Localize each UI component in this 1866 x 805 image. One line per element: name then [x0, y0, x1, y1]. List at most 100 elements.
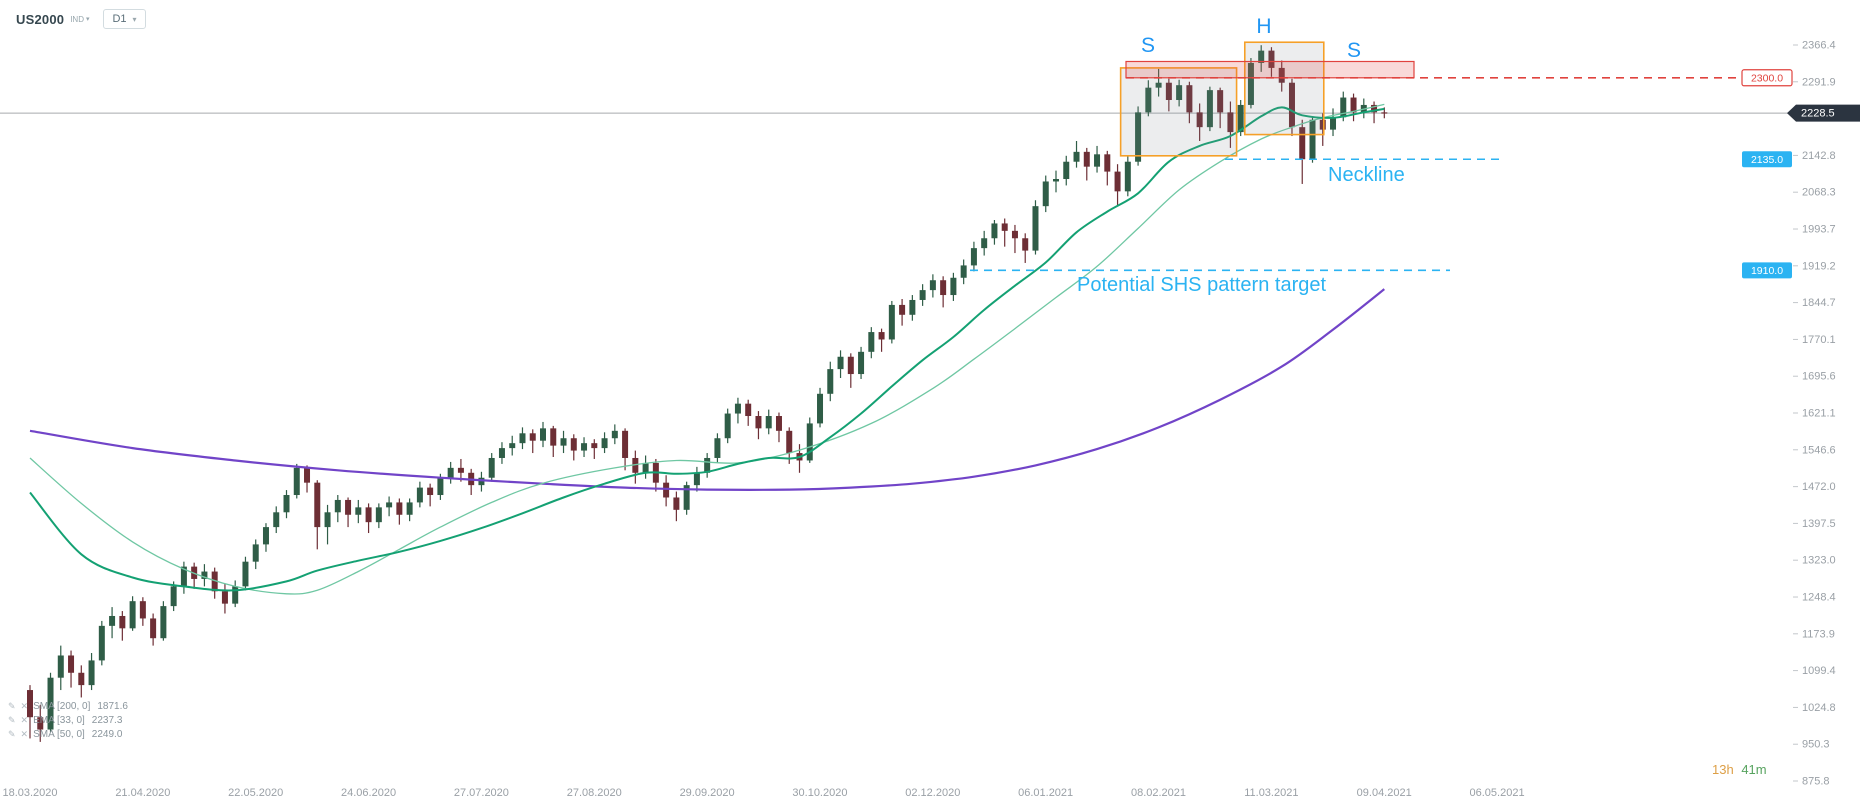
candle — [232, 580, 239, 608]
svg-text:1323.0: 1323.0 — [1802, 555, 1836, 567]
target-label[interactable]: Potential SHS pattern target — [1077, 274, 1326, 296]
candle — [262, 523, 269, 552]
indicator-value: 2249.0 — [91, 729, 123, 740]
pattern-letter[interactable]: H — [1256, 15, 1271, 38]
candle — [693, 466, 700, 492]
symbol-bar: US2000 IND ▾ D1 ▾ — [16, 9, 146, 29]
candle — [119, 611, 126, 641]
candle — [304, 465, 311, 493]
candle — [1042, 175, 1049, 213]
timeframe-dropdown[interactable]: D1 ▾ — [103, 9, 146, 29]
pattern-letter[interactable]: S — [1347, 39, 1361, 62]
svg-text:1472.0: 1472.0 — [1802, 481, 1836, 493]
candle — [868, 327, 875, 359]
price-tag-1910.0: 1910.0 — [1742, 262, 1792, 279]
pattern-letter[interactable]: S — [1141, 34, 1155, 57]
svg-text:950.3: 950.3 — [1802, 739, 1830, 751]
candle — [1278, 60, 1285, 92]
candle — [940, 276, 947, 308]
candle — [714, 433, 721, 463]
candle — [1288, 78, 1295, 137]
candle — [981, 230, 988, 256]
edit-indicator-icon[interactable]: ✎ — [8, 715, 16, 725]
svg-text:1695.6: 1695.6 — [1802, 371, 1836, 383]
svg-text:1397.5: 1397.5 — [1802, 518, 1836, 530]
candle — [591, 439, 598, 459]
neckline-label[interactable]: Neckline — [1328, 164, 1405, 186]
x-axis-labels: 18.03.2020 21.04.2020 22.05.2020 24.06.2020… — [2, 787, 1524, 799]
timeframe-value: D1 — [112, 13, 127, 25]
svg-text:875.8: 875.8 — [1802, 776, 1830, 788]
candle — [1124, 155, 1131, 197]
candle — [765, 409, 772, 435]
candle — [1165, 78, 1172, 112]
candle — [355, 499, 362, 524]
candle — [622, 428, 629, 471]
svg-text:09.04.2021: 09.04.2021 — [1357, 787, 1412, 799]
ema-33-line[interactable] — [29, 106, 1385, 592]
svg-text:11.03.2021: 11.03.2021 — [1244, 787, 1298, 799]
svg-text:2366.4: 2366.4 — [1802, 40, 1836, 52]
left-shoulder-box[interactable] — [1119, 67, 1238, 157]
candle — [919, 284, 926, 306]
svg-text:1546.6: 1546.6 — [1802, 444, 1836, 456]
candle — [283, 490, 290, 519]
candle — [191, 562, 198, 589]
remove-indicator-icon[interactable]: ✕ — [20, 729, 29, 739]
candle-countdown: 13h 41m — [1712, 762, 1767, 777]
candle — [1371, 101, 1378, 124]
candle — [498, 442, 505, 464]
indicator-row: ✎ ✕ SMA [50, 0] 2249.0 — [8, 728, 128, 741]
chevron-down-icon[interactable]: ▾ — [85, 16, 90, 23]
candle — [406, 498, 413, 522]
candle — [817, 387, 824, 428]
candle — [1186, 81, 1193, 124]
candle — [1217, 87, 1224, 129]
edit-indicator-icon[interactable]: ✎ — [8, 729, 16, 739]
svg-text:27.08.2020: 27.08.2020 — [567, 787, 622, 799]
candle — [98, 620, 105, 666]
candle — [88, 653, 95, 691]
svg-text:06.05.2021: 06.05.2021 — [1470, 787, 1525, 799]
remove-indicator-icon[interactable]: ✕ — [20, 715, 29, 725]
svg-text:08.02.2021: 08.02.2021 — [1131, 787, 1186, 799]
candle — [150, 613, 157, 646]
svg-text:2300.0: 2300.0 — [1751, 72, 1783, 84]
indicator-row: ✎ ✕ EMA [33, 0] 2237.3 — [8, 714, 128, 727]
candle — [509, 435, 516, 456]
candle — [314, 480, 321, 550]
candle — [683, 481, 690, 515]
sma-200-line[interactable] — [29, 288, 1385, 491]
svg-text:30.10.2020: 30.10.2020 — [792, 787, 847, 799]
candle — [1247, 58, 1254, 109]
candle — [929, 274, 936, 298]
svg-text:1099.4: 1099.4 — [1802, 665, 1836, 677]
sma-50-line[interactable] — [29, 103, 1385, 595]
remove-indicator-icon[interactable]: ✕ — [20, 701, 29, 711]
candle — [734, 397, 741, 424]
candle — [847, 353, 854, 388]
candle — [1083, 147, 1090, 181]
candle — [345, 497, 352, 528]
candle — [160, 601, 167, 641]
candle — [365, 503, 372, 534]
edit-indicator-icon[interactable]: ✎ — [8, 701, 16, 711]
candle — [529, 429, 536, 454]
svg-text:18.03.2020: 18.03.2020 — [2, 787, 57, 799]
indicator-value: 1871.6 — [97, 701, 128, 712]
svg-text:1993.7: 1993.7 — [1802, 224, 1836, 236]
candle — [950, 272, 957, 301]
countdown-hours: 13h — [1712, 762, 1734, 777]
resistance-zone[interactable] — [1125, 60, 1415, 79]
indicator-label: SMA [50, 0] — [33, 729, 85, 740]
candle — [273, 506, 280, 534]
candle — [1011, 224, 1018, 254]
head-box[interactable] — [1243, 41, 1325, 136]
candle — [180, 561, 187, 594]
svg-text:1621.1: 1621.1 — [1802, 408, 1836, 420]
candle — [1196, 103, 1203, 141]
candle — [632, 450, 639, 484]
symbol-name[interactable]: US2000 — [16, 11, 65, 27]
